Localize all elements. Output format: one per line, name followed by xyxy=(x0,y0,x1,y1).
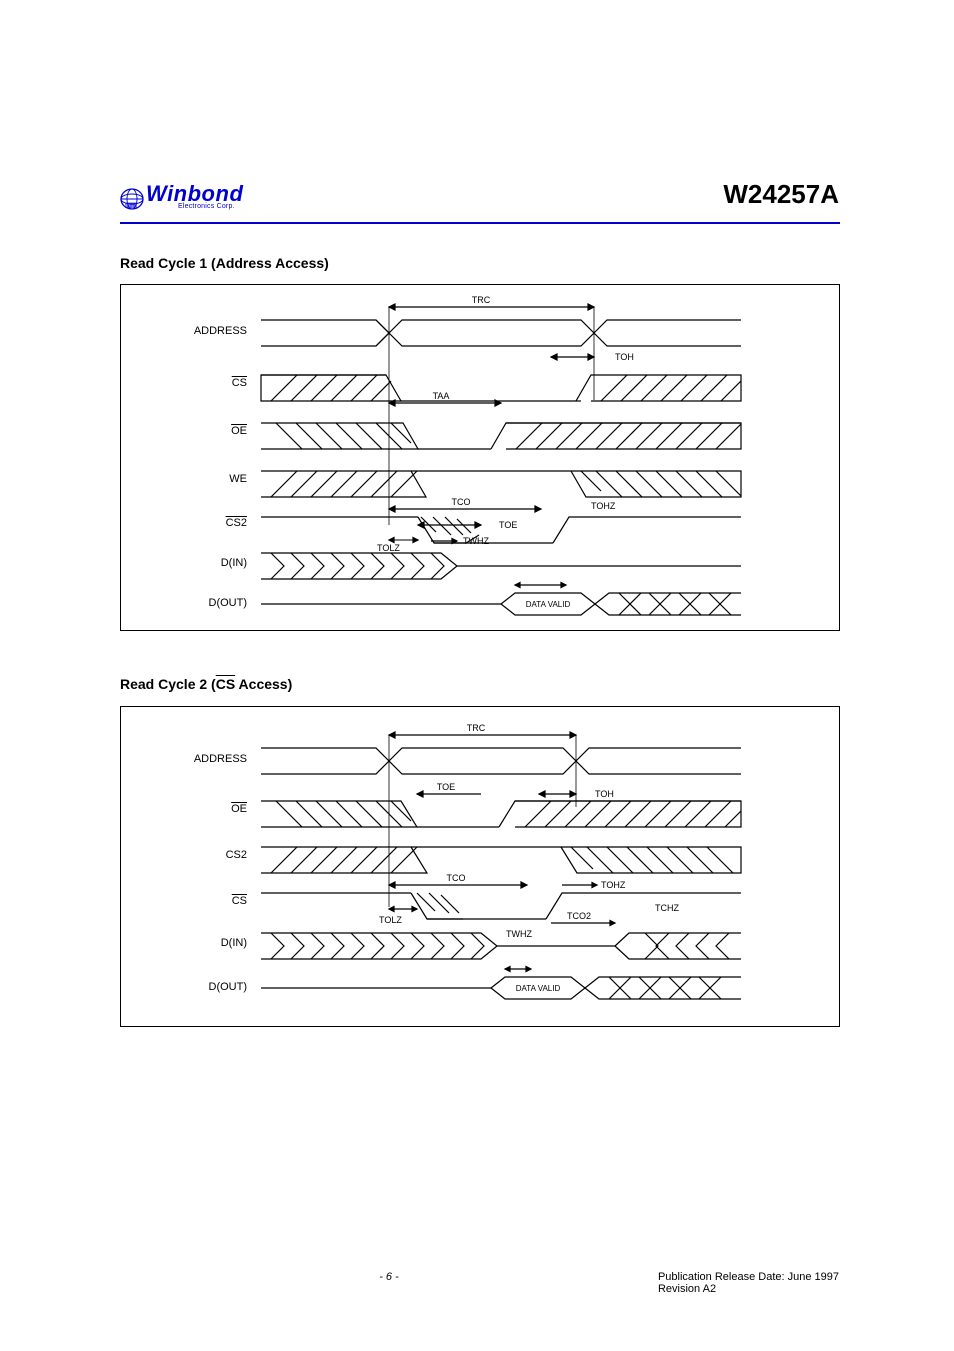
svg-text:TCO2: TCO2 xyxy=(567,911,591,921)
sig2-address: ADDRESS xyxy=(167,753,247,765)
sig2-oe: OE xyxy=(167,803,247,815)
svg-text:TOE: TOE xyxy=(437,782,455,792)
svg-text:TCO: TCO xyxy=(452,497,471,507)
svg-text:TOE: TOE xyxy=(499,520,517,530)
sig-cs2: CS2 xyxy=(167,517,247,529)
svg-text:TWHZ: TWHZ xyxy=(463,536,489,546)
read-cycle-2-diagram: TRC TOE TOH xyxy=(120,706,840,1027)
svg-text:TWHZ: TWHZ xyxy=(506,929,532,939)
sig-address: ADDRESS xyxy=(167,325,247,337)
page-footer: - 6 - Publication Release Date: June 199… xyxy=(120,1271,839,1295)
sig-oe: OE xyxy=(167,425,247,437)
subbrand-text: Electronics Corp. xyxy=(178,203,243,210)
sig2-dout: D(OUT) xyxy=(167,981,247,993)
header-rule xyxy=(120,222,840,224)
sig-cs: CS xyxy=(167,377,247,389)
svg-text:TOLZ: TOLZ xyxy=(379,915,402,925)
svg-text:TCHZ: TCHZ xyxy=(655,903,679,913)
read-cycle-1-title: Read Cycle 1 (Address Access) xyxy=(120,255,329,271)
sig2-cs: CS xyxy=(167,895,247,907)
read-cycle-2-title: Read Cycle 2 (CS Access) xyxy=(120,676,292,692)
sig2-cs2: CS2 xyxy=(167,849,247,861)
svg-text:TOH: TOH xyxy=(595,789,614,799)
brand-text: Winbond xyxy=(146,183,243,205)
svg-text:TOH: TOH xyxy=(615,352,634,362)
sig-dout: D(OUT) xyxy=(167,597,247,609)
read-cycle-1-diagram: TRC TO xyxy=(120,284,840,631)
globe-icon xyxy=(120,188,144,210)
svg-text:TRC: TRC xyxy=(472,295,491,305)
svg-text:TRC: TRC xyxy=(467,723,486,733)
footer-right: Publication Release Date: June 1997 Revi… xyxy=(658,1271,839,1295)
footer-page: - 6 - xyxy=(379,1271,399,1295)
svg-text:DATA VALID: DATA VALID xyxy=(526,600,571,609)
svg-text:TOHZ: TOHZ xyxy=(591,501,616,511)
svg-text:TOHZ: TOHZ xyxy=(601,880,626,890)
page-header: Winbond Electronics Corp. W24257A xyxy=(120,183,839,210)
part-number: W24257A xyxy=(723,179,839,210)
sig2-din: D(IN) xyxy=(167,937,247,949)
svg-text:DATA VALID: DATA VALID xyxy=(516,984,561,993)
svg-text:TAA: TAA xyxy=(433,391,450,401)
svg-text:TCO: TCO xyxy=(447,873,466,883)
sig-din: D(IN) xyxy=(167,557,247,569)
svg-text:TOLZ: TOLZ xyxy=(377,543,400,553)
sig-we: WE xyxy=(167,473,247,485)
